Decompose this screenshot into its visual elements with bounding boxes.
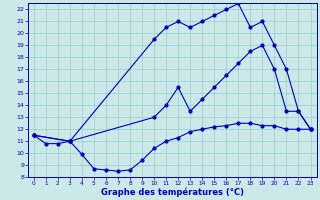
X-axis label: Graphe des températures (°C): Graphe des températures (°C) <box>100 187 244 197</box>
